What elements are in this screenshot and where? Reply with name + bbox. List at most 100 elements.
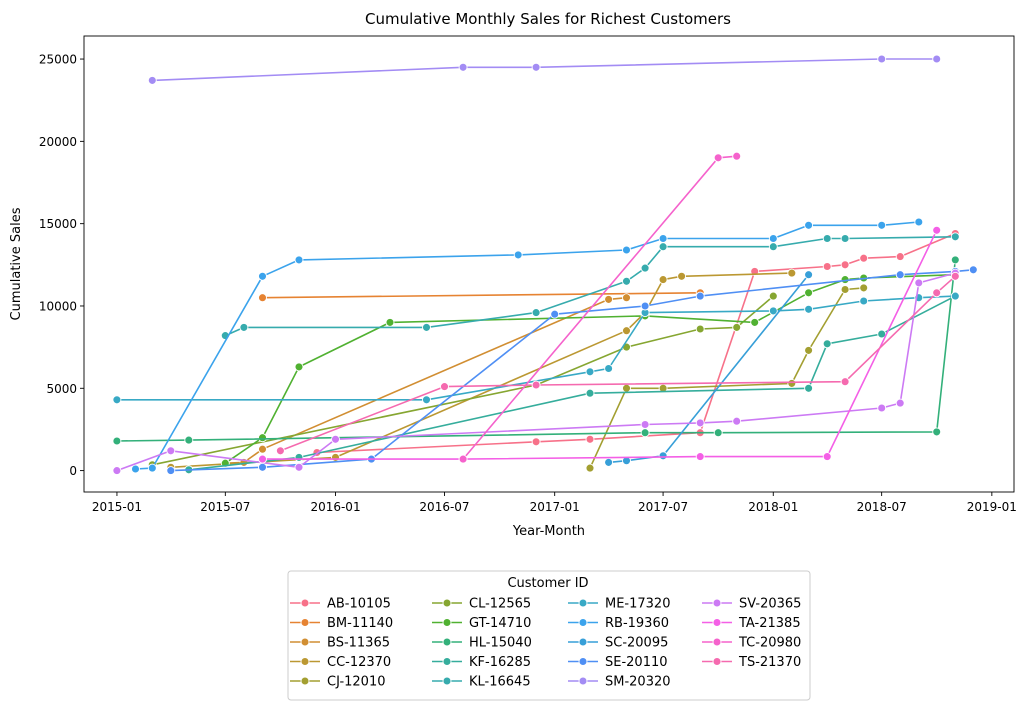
data-point (147, 75, 157, 85)
series-line (262, 292, 701, 299)
data-point (840, 377, 850, 387)
data-point (531, 380, 541, 390)
data-point (787, 378, 797, 388)
data-point (859, 253, 869, 263)
data-point (950, 271, 960, 281)
data-point (750, 317, 760, 327)
legend-marker (712, 637, 722, 647)
y-tick-label: 5000 (46, 382, 77, 396)
data-point (840, 234, 850, 243)
data-point (804, 304, 814, 314)
x-tick-label: 2019-01 (967, 500, 1017, 514)
legend-label: TC-20980 (738, 636, 801, 651)
data-point (550, 309, 560, 319)
legend-label: BS-11365 (327, 636, 390, 651)
legend-label: RB-19360 (605, 616, 669, 631)
data-point (968, 265, 978, 275)
data-point (422, 395, 431, 405)
legend: Customer ID AB-10105 BM-11140 BS-11365 CC-1… (287, 570, 811, 701)
legend-marker (300, 598, 310, 608)
data-point (822, 234, 832, 243)
data-point (112, 466, 122, 476)
data-point (932, 288, 942, 298)
data-point (804, 220, 814, 230)
legend-label: KF-16285 (469, 655, 531, 670)
series-KL-16645 (220, 232, 960, 341)
legend-item: KF-16285 (432, 655, 531, 670)
data-point (585, 388, 595, 398)
data-point (131, 464, 140, 474)
legend-marker (578, 676, 588, 686)
data-point (294, 255, 304, 265)
y-axis-label: Cumulative Sales (9, 207, 24, 320)
data-point (585, 463, 595, 473)
data-point (914, 278, 924, 288)
chart-title: Cumulative Monthly Sales for Richest Cus… (365, 10, 731, 28)
data-point (658, 275, 668, 285)
legend-label: CL-12565 (469, 597, 531, 612)
legend-marker (442, 637, 452, 647)
legend-item: TS-21370 (702, 655, 801, 670)
legend-item: CL-12565 (432, 597, 531, 612)
data-point (859, 283, 869, 293)
data-point (732, 416, 742, 426)
x-tick-label: 2017-07 (638, 500, 688, 514)
legend-item: CJ-12010 (290, 675, 386, 690)
data-point (804, 270, 814, 280)
legend-label: ME-17320 (605, 597, 670, 612)
data-point (239, 322, 249, 332)
legend-item: AB-10105 (290, 597, 391, 612)
legend-label: GT-14710 (469, 616, 531, 631)
data-point (166, 446, 176, 456)
series-TC-20980 (458, 151, 742, 464)
x-axis-label: Year-Month (512, 524, 585, 539)
data-point (385, 317, 395, 327)
data-point (658, 234, 668, 243)
data-point (822, 339, 832, 349)
x-tick-label: 2017-01 (530, 500, 580, 514)
data-point (112, 395, 122, 405)
data-point (294, 462, 304, 472)
data-point (932, 54, 942, 64)
series-SC-20095 (604, 270, 814, 467)
legend-label: TA-21385 (738, 616, 801, 631)
legend-label: HL-15040 (469, 636, 532, 651)
series-CJ-12010 (585, 283, 869, 473)
data-point (822, 262, 832, 271)
data-point (640, 301, 650, 311)
legend-marker (578, 618, 588, 627)
series-TA-21385 (258, 225, 942, 464)
data-point (640, 263, 650, 273)
data-point (331, 452, 340, 462)
legend-item: KL-16645 (432, 675, 531, 690)
legend-marker (300, 676, 310, 686)
data-point (458, 62, 468, 72)
series-line (116, 259, 957, 442)
series-line (152, 58, 937, 82)
legend-label: SC-20095 (605, 636, 668, 651)
data-point (640, 420, 650, 429)
data-point (640, 428, 650, 438)
legend-marker (442, 676, 452, 686)
data-point (258, 454, 267, 464)
legend-frame (287, 570, 811, 701)
data-point (713, 428, 723, 438)
data-point (275, 446, 285, 456)
data-point (768, 291, 778, 301)
y-tick-label: 10000 (39, 299, 77, 313)
legend-label: SE-20110 (605, 655, 668, 670)
data-point (622, 276, 631, 286)
data-point (531, 437, 541, 447)
data-point (695, 324, 705, 334)
series-line (589, 287, 864, 469)
legend-marker (712, 657, 722, 666)
data-point (895, 398, 905, 408)
data-point (622, 293, 631, 303)
data-point (184, 435, 194, 445)
data-point (895, 270, 905, 280)
data-point (732, 322, 742, 332)
series-BM-11140 (258, 288, 705, 303)
data-point (804, 383, 814, 393)
data-point (713, 153, 723, 163)
data-point (604, 364, 614, 373)
